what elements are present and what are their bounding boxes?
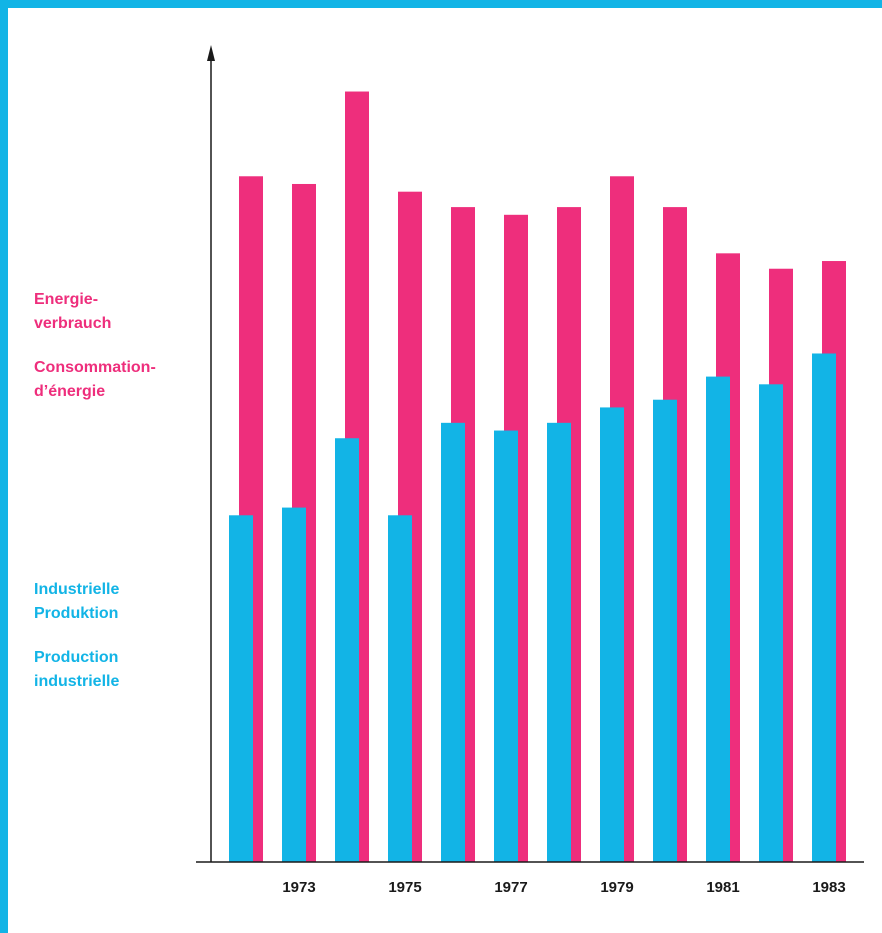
bar-production-1979 <box>600 407 624 862</box>
x-tick-label-1973: 1973 <box>282 879 315 896</box>
legend-energy-line-4: d’énergie <box>34 383 106 400</box>
legend-energy-line-1: Energie- <box>34 291 99 308</box>
x-tick-label-1977: 1977 <box>494 879 527 896</box>
legend-production-line-3: Production <box>34 649 119 666</box>
bar-production-1972 <box>229 515 253 862</box>
x-tick-label-1981: 1981 <box>706 879 739 896</box>
legend-energy-line-3: Consommation- <box>34 359 156 376</box>
legend-production-line-2: Produktion <box>34 605 119 622</box>
legend-production-line-1: Industrielle <box>34 581 120 598</box>
bar-production-1974 <box>335 438 359 862</box>
x-tick-label-1975: 1975 <box>388 879 421 896</box>
legend-production-line-4: industrielle <box>34 673 120 690</box>
bar-production-1983 <box>812 353 836 862</box>
legend-energy: Energie- verbrauch Consommation- d’énerg… <box>34 288 156 404</box>
legend-production: Industrielle Produktion Production indus… <box>34 578 119 694</box>
bar-production-1982 <box>759 384 783 862</box>
bar-chart: 1973 1975 1977 1979 1981 1983 <box>196 45 864 896</box>
y-axis-arrow <box>207 45 215 61</box>
bar-production-1981 <box>706 376 730 862</box>
bar-production-1975 <box>388 515 412 862</box>
x-tick-label-1979: 1979 <box>600 879 633 896</box>
legend-energy-line-2: verbrauch <box>34 315 112 332</box>
x-tick-labels: 1973 1975 1977 1979 1981 1983 <box>282 879 845 896</box>
bar-production-1973 <box>282 507 306 862</box>
bar-production-1978 <box>547 422 571 862</box>
bar-production-1976 <box>441 422 465 862</box>
bar-production-1980 <box>653 399 677 862</box>
x-tick-label-1983: 1983 <box>812 879 845 896</box>
bars-layer <box>229 91 846 863</box>
bar-production-1977 <box>494 430 518 862</box>
chart-panel: 1973 1975 1977 1979 1981 1983 Energie- verbra… <box>8 8 882 933</box>
